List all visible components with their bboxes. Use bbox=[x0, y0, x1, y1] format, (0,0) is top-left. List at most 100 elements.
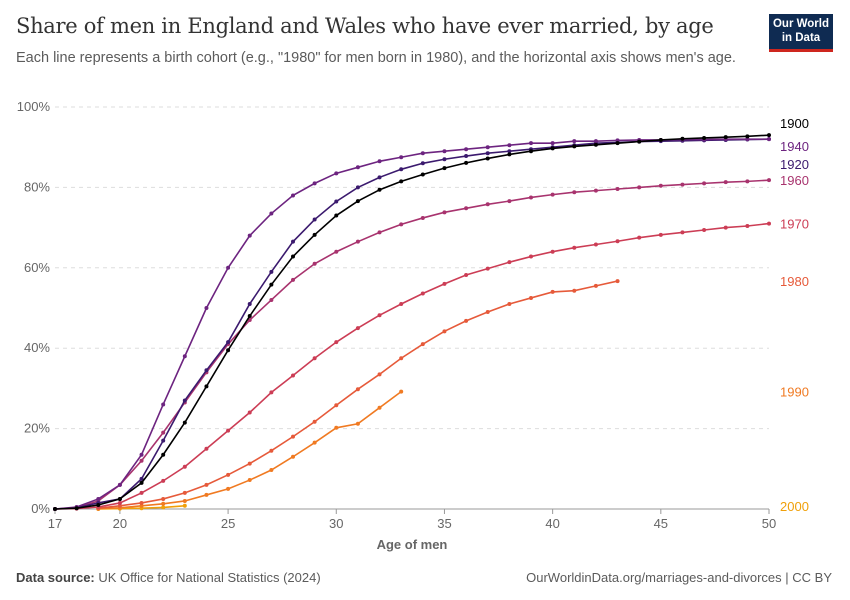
data-point-1920 bbox=[420, 161, 425, 166]
data-point-1940 bbox=[529, 141, 533, 146]
data-point-1990 bbox=[291, 454, 295, 459]
data-point-1900 bbox=[312, 232, 317, 237]
source-text[interactable]: UK Office for National Statistics (2024) bbox=[98, 570, 321, 585]
data-point-1960 bbox=[723, 180, 728, 185]
data-point-1920 bbox=[247, 301, 252, 306]
data-point-1940 bbox=[96, 496, 101, 501]
data-point-1920 bbox=[312, 217, 317, 222]
data-point-1960 bbox=[507, 199, 512, 204]
data-point-1960 bbox=[615, 187, 620, 192]
data-point-1970 bbox=[529, 254, 533, 259]
data-point-1920 bbox=[334, 199, 339, 204]
data-point-1900 bbox=[334, 213, 339, 218]
data-point-1960 bbox=[702, 181, 707, 186]
data-point-1980 bbox=[269, 448, 274, 453]
data-point-1980 bbox=[550, 289, 555, 294]
x-axis-title: Age of men bbox=[377, 537, 448, 552]
data-point-1960 bbox=[680, 182, 685, 187]
data-point-1990 bbox=[269, 468, 274, 473]
data-point-1980 bbox=[593, 283, 598, 288]
data-point-1960 bbox=[464, 206, 469, 211]
source-url[interactable]: OurWorldinData.org/marriages-and-divorce… bbox=[526, 570, 832, 585]
series-label-1980: 1980 bbox=[780, 274, 809, 289]
data-point-1900 bbox=[485, 156, 490, 161]
data-point-1960 bbox=[399, 222, 404, 227]
data-point-1920 bbox=[139, 476, 144, 481]
data-point-1970 bbox=[226, 428, 231, 433]
data-point-1940 bbox=[442, 149, 447, 154]
data-point-1960 bbox=[312, 261, 317, 266]
data-point-1900 bbox=[615, 141, 620, 146]
data-point-1900 bbox=[702, 135, 707, 140]
data-point-1940 bbox=[117, 482, 122, 487]
data-point-1970 bbox=[680, 230, 685, 235]
data-point-1990 bbox=[182, 498, 187, 503]
data-point-1900 bbox=[637, 139, 642, 144]
y-tick-label: 80% bbox=[24, 179, 50, 194]
source-label: Data source: bbox=[16, 570, 95, 585]
data-point-1900 bbox=[204, 384, 209, 389]
data-point-1980 bbox=[161, 496, 166, 501]
data-point-1940 bbox=[247, 233, 252, 238]
data-point-1970 bbox=[204, 446, 209, 451]
series-label-1940: 1940 bbox=[780, 139, 809, 154]
data-point-1900 bbox=[572, 144, 577, 149]
data-point-1970 bbox=[658, 232, 663, 237]
data-point-1940 bbox=[767, 137, 771, 142]
data-point-1980 bbox=[247, 461, 252, 466]
data-point-1980 bbox=[529, 295, 533, 300]
data-point-1980 bbox=[420, 342, 425, 347]
data-point-1920 bbox=[161, 438, 166, 443]
data-point-1900 bbox=[269, 282, 274, 287]
y-tick-label: 60% bbox=[24, 260, 50, 275]
data-point-1900 bbox=[745, 134, 750, 139]
data-point-1970 bbox=[139, 490, 144, 495]
data-point-1900 bbox=[593, 142, 598, 147]
data-point-1960 bbox=[269, 297, 274, 302]
data-point-1970 bbox=[312, 356, 317, 361]
data-point-1980 bbox=[399, 356, 404, 361]
data-point-1900 bbox=[507, 152, 512, 157]
data-point-1940 bbox=[572, 139, 577, 144]
data-point-1920 bbox=[464, 154, 469, 159]
data-point-1920 bbox=[377, 175, 382, 180]
data-point-1940 bbox=[550, 141, 555, 146]
data-point-1900 bbox=[247, 314, 252, 319]
data-point-1940 bbox=[420, 151, 425, 156]
data-point-1980 bbox=[355, 387, 360, 392]
data-point-1990 bbox=[139, 503, 144, 508]
data-point-1980 bbox=[442, 329, 447, 334]
data-point-1970 bbox=[550, 249, 555, 254]
data-point-1990 bbox=[161, 501, 166, 506]
data-point-1960 bbox=[420, 215, 425, 220]
data-point-1990 bbox=[226, 486, 231, 491]
data-point-1970 bbox=[615, 239, 620, 244]
data-point-1970 bbox=[464, 273, 469, 278]
data-point-1980 bbox=[139, 500, 144, 505]
data-point-1980 bbox=[312, 419, 317, 424]
data-point-1940 bbox=[399, 155, 404, 160]
series-label-2000: 2000 bbox=[780, 499, 809, 514]
data-point-1980 bbox=[464, 318, 469, 323]
data-point-1940 bbox=[485, 145, 490, 150]
data-point-1970 bbox=[161, 478, 166, 483]
data-point-1900 bbox=[139, 480, 144, 485]
data-point-1980 bbox=[291, 434, 295, 439]
series-label-1960: 1960 bbox=[780, 173, 809, 188]
data-point-1970 bbox=[442, 281, 447, 286]
x-tick-label: 17 bbox=[48, 516, 62, 531]
owid-logo[interactable]: Our World in Data bbox=[769, 14, 833, 52]
data-point-1920 bbox=[442, 157, 447, 162]
data-point-1980 bbox=[204, 482, 209, 487]
series-line-1960 bbox=[54, 179, 770, 510]
data-point-1900 bbox=[117, 496, 122, 501]
data-point-1990 bbox=[399, 389, 404, 394]
data-point-1970 bbox=[572, 245, 577, 250]
data-point-1900 bbox=[550, 146, 555, 151]
data-point-1980 bbox=[182, 490, 187, 495]
data-point-1940 bbox=[464, 147, 469, 152]
data-point-1920 bbox=[226, 340, 231, 345]
data-point-1900 bbox=[182, 420, 187, 425]
data-point-1940 bbox=[269, 211, 274, 216]
